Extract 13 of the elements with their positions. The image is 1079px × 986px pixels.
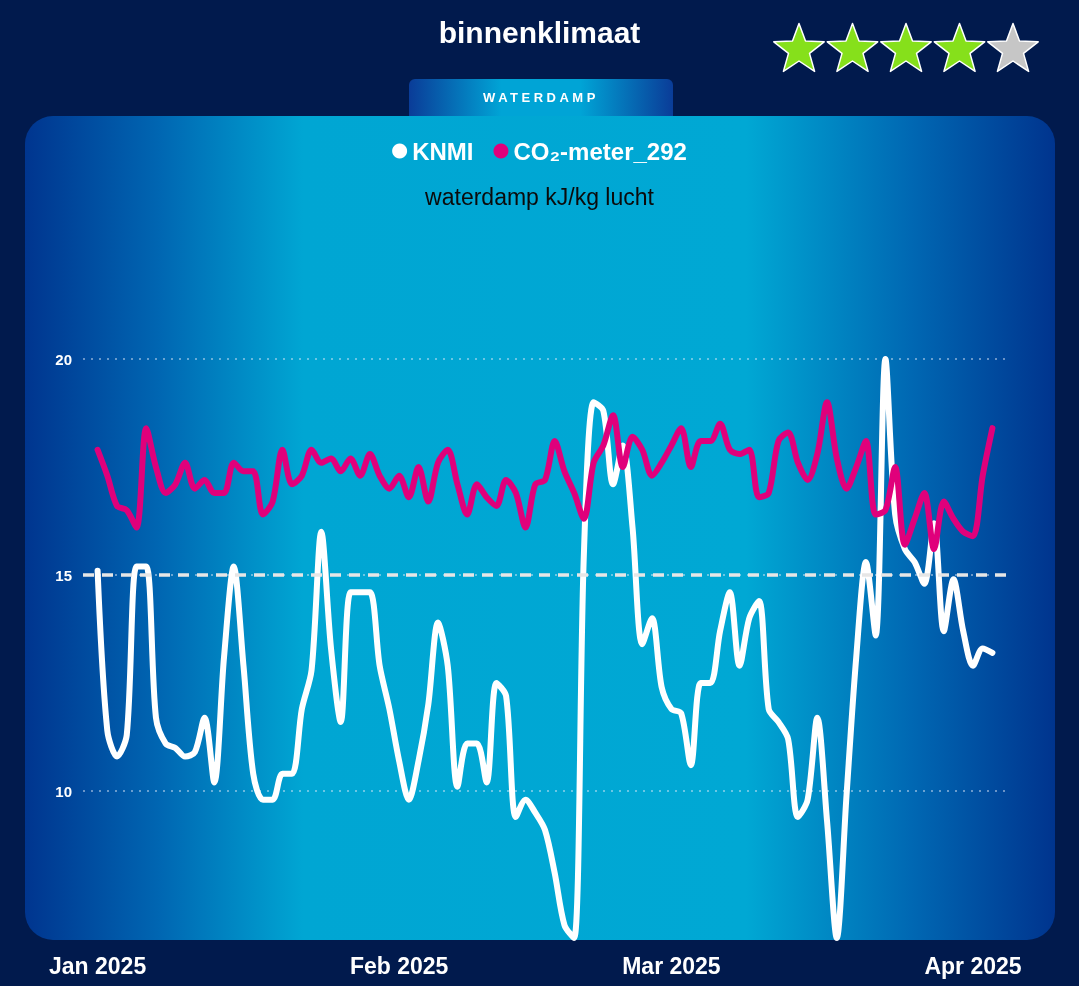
x-tick-label: Mar 2025 [622,952,721,979]
legend-label: KNMI [412,137,474,165]
legend-label: CO₂-meter_292 [513,137,687,165]
y-tick-label: 15 [55,566,72,584]
y-tick-label: 10 [55,782,72,800]
text: waterdamp kJ/kg lucht [424,183,655,210]
x-tick-label: Feb 2025 [349,952,449,979]
y-tick-label: 20 [55,350,72,368]
chart-subtitle: WATERDAMP [483,90,599,105]
x-tick-label: Apr 2025 [924,952,1022,979]
chart-title: binnenklimaat [438,15,641,49]
tab: WATERDAMP [409,79,673,116]
x-tick-label: Jan 2025 [48,952,147,979]
